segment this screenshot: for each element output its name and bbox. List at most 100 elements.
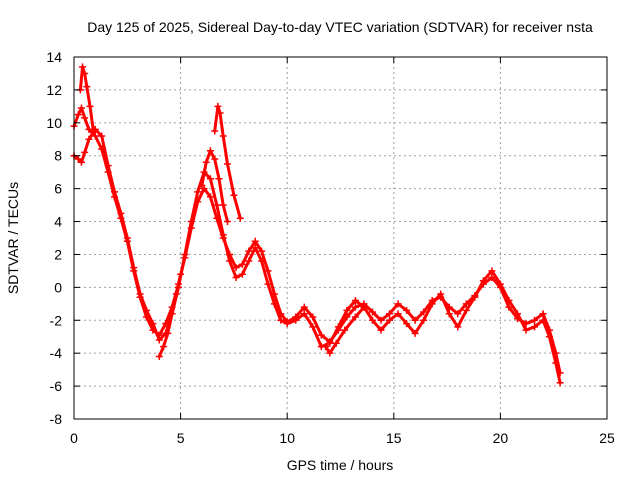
- y-tick-label: -6: [50, 378, 63, 394]
- data-point: [232, 273, 240, 281]
- data-point: [172, 290, 180, 298]
- data-point: [181, 250, 189, 258]
- data-point: [81, 148, 89, 156]
- data-point: [488, 273, 496, 281]
- series-line: [72, 127, 562, 385]
- data-point: [556, 379, 564, 387]
- data-point: [317, 331, 325, 339]
- series-line: [78, 65, 95, 131]
- data-point: [86, 102, 94, 110]
- data-point: [149, 320, 157, 328]
- data-point: [462, 306, 470, 314]
- data-point: [403, 306, 411, 314]
- data-point: [394, 310, 402, 318]
- y-tick-label: 4: [54, 214, 62, 230]
- data-point: [411, 316, 419, 324]
- data-point: [368, 308, 376, 316]
- data-point: [251, 237, 259, 245]
- data-point: [326, 339, 334, 347]
- data-point: [238, 260, 246, 268]
- data-point: [155, 352, 163, 360]
- data-point: [219, 201, 227, 209]
- data-point: [552, 359, 560, 367]
- data-point: [531, 316, 539, 324]
- data-point: [206, 175, 214, 183]
- series-track-c: [76, 63, 97, 133]
- x-tick-label: 20: [493, 430, 509, 446]
- data-point: [215, 175, 223, 183]
- data-point: [245, 247, 253, 255]
- data-point: [386, 310, 394, 318]
- data-point: [496, 280, 504, 288]
- data-point: [81, 69, 89, 77]
- data-point: [213, 201, 221, 209]
- data-point: [187, 218, 195, 226]
- data-point: [277, 316, 285, 324]
- data-point: [264, 280, 272, 288]
- y-tick-label: 2: [54, 246, 62, 262]
- data-point: [219, 231, 227, 239]
- data-point: [437, 290, 445, 298]
- data-point: [322, 343, 330, 351]
- y-tick-label: 10: [46, 115, 62, 131]
- data-point: [81, 114, 89, 122]
- x-tick-label: 25: [599, 430, 615, 446]
- data-point: [79, 63, 87, 71]
- y-tick-label: -8: [50, 411, 63, 427]
- data-point: [230, 191, 238, 199]
- data-point: [445, 310, 453, 318]
- data-point: [270, 300, 278, 308]
- data-point: [104, 162, 112, 170]
- y-tick-label: 6: [54, 181, 62, 197]
- data-point: [513, 310, 521, 318]
- data-point: [89, 125, 97, 133]
- data-point: [74, 111, 82, 119]
- y-tick-label: 12: [46, 82, 62, 98]
- data-point: [522, 326, 530, 334]
- data-point: [283, 320, 291, 328]
- data-point: [91, 132, 99, 140]
- data-point: [454, 310, 462, 318]
- data-point: [214, 102, 222, 110]
- y-axis: -8 -6 -4 -2 0 2 4 6 8 10 12 14: [46, 49, 607, 427]
- data-point: [164, 329, 172, 337]
- data-point: [471, 293, 479, 301]
- data-point: [292, 316, 300, 324]
- data-point: [85, 135, 93, 143]
- y-axis-label: SDTVAR / TECUs: [5, 182, 21, 294]
- data-point: [326, 349, 334, 357]
- data-point: [226, 257, 234, 265]
- data-point: [394, 300, 402, 308]
- data-point: [177, 270, 185, 278]
- data-point: [403, 320, 411, 328]
- x-axis-label: GPS time / hours: [287, 457, 394, 473]
- y-tick-label: 14: [46, 49, 62, 65]
- grid: [74, 57, 607, 419]
- data-point: [479, 277, 487, 285]
- data-point: [351, 303, 359, 311]
- data-point: [539, 316, 547, 324]
- data-point: [202, 158, 210, 166]
- data-point: [539, 310, 547, 318]
- data-point: [238, 270, 246, 278]
- data-point: [236, 214, 244, 222]
- data-point: [136, 290, 144, 298]
- plot-area: [70, 63, 564, 387]
- data-point: [160, 343, 168, 351]
- data-point: [98, 132, 106, 140]
- data-point: [83, 83, 91, 91]
- data-point: [74, 155, 82, 163]
- data-point: [309, 323, 317, 331]
- series-track-e: [211, 102, 244, 222]
- data-point: [300, 310, 308, 318]
- y-tick-label: -4: [50, 345, 63, 361]
- x-tick-label: 0: [70, 430, 78, 446]
- data-point: [224, 218, 232, 226]
- series-track-g: [322, 303, 368, 357]
- data-point: [334, 323, 342, 331]
- data-point: [300, 303, 308, 311]
- data-point: [368, 316, 376, 324]
- data-point: [411, 329, 419, 337]
- data-point: [216, 109, 224, 117]
